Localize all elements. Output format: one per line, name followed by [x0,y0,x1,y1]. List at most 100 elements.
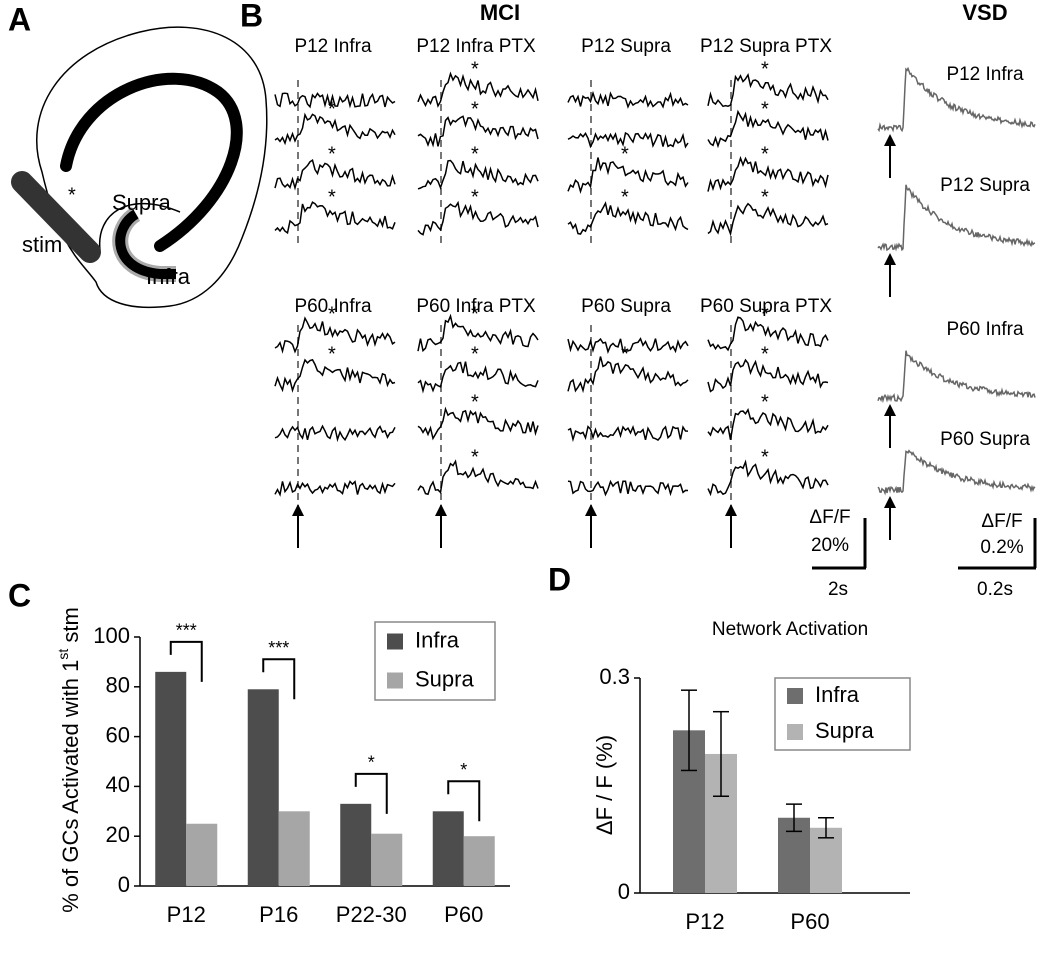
legend-label: Infra [415,627,460,652]
legend-swatch [787,688,803,704]
scale-label: 0.2s [977,579,1013,600]
y-axis-label: ΔF / F (%) [592,735,617,835]
chart-title: Network Activation [712,619,868,640]
y-axis-label-text: ΔF / F (%) [592,735,617,835]
trace-title: P60 Supra PTX [700,296,832,317]
trace [274,358,396,393]
trace [707,202,829,237]
legend-label: Supra [815,718,874,743]
trace [567,157,689,194]
trace [707,155,829,192]
legend-swatch [787,724,803,740]
y-tick-label: 60 [106,722,130,747]
panel-label: B [240,0,263,33]
trace [707,109,829,149]
trace [274,92,396,109]
asterisk: * [471,58,479,80]
trace [567,337,689,355]
mci-title: MCI [480,0,520,25]
trace [567,201,689,235]
trace [567,90,689,109]
trace [567,131,689,149]
infra-label: Infra [146,264,191,289]
bar [278,811,310,886]
arrow-head [725,504,737,516]
y-tick-label: 0.3 [599,664,630,689]
error-bar [681,689,697,772]
y-tick-label: 0 [118,872,130,897]
arrow-head [435,504,447,516]
vsd-title: VSD [962,0,1007,25]
trace-title: P12 Supra [581,36,671,57]
trace [707,407,829,440]
significance-label: *** [176,621,197,641]
legend: Infra Supra [774,677,911,751]
asterisk: * [471,186,479,208]
asterisk: * [328,186,336,208]
trace-title: P12 Supra PTX [700,36,832,57]
bar [432,811,464,886]
x-tick-label: P12 [167,902,206,927]
asterisk: * [471,143,479,165]
y-tick-label: 80 [106,673,130,698]
trace-title: P12 Supra [940,175,1030,196]
x-tick-label: P60 [444,902,483,927]
y-axis-label: % of GCs Activated with 1st stm [55,607,83,913]
trace [417,159,539,190]
panel-label: C [8,577,31,613]
trace-title: P60 Supra [581,296,671,317]
trace [274,159,396,191]
scale-label: 2s [828,579,848,600]
legend-swatch [387,672,403,689]
significance-bracket [447,780,481,822]
asterisk: * [761,391,769,413]
trace [417,459,539,496]
arrow-head [292,504,304,516]
asterisk: * [621,186,629,208]
trace [417,361,539,394]
asterisk: * [761,343,769,365]
trace-title: P60 Infra PTX [416,296,536,317]
asterisk: * [761,186,769,208]
asterisk: * [621,143,629,165]
trace-title: P60 Infra [946,319,1024,340]
arrow-head [585,504,597,516]
significance-bracket [354,772,388,814]
trace [567,356,689,394]
trace [274,480,396,497]
bar [340,803,372,886]
legend-swatch [387,633,403,650]
y-tick-label: 40 [106,772,130,797]
bar [186,823,218,886]
arrow-head [884,404,896,416]
bar [155,671,187,886]
asterisk: * [471,303,479,325]
trace-title: P12 Infra [294,36,372,57]
stim-label: stim [22,232,62,257]
trace [707,459,829,497]
supra-label: Supra [112,190,171,215]
panel-label: A [8,1,31,37]
trace [707,316,829,352]
asterisk: * [761,143,769,165]
trace-title: P60 Infra [294,296,372,317]
chart-d: D Network Activation ΔF / F (%) 0 0.3 P12 P60 I… [548,561,911,934]
vsd-trace [877,66,1036,133]
dentate-outline [98,202,181,251]
significance-bracket [262,658,296,700]
asterisk: * [471,343,479,365]
x-tick-label: P16 [259,902,298,927]
chart-c: C % of GCs Activated with 1st stm * 0 20 40 60… [8,184,510,927]
y-axis-label-note: * [68,184,76,206]
stim-electrode [11,171,101,263]
trace [274,424,396,443]
x-tick-label: P12 [685,909,724,934]
trace [274,316,396,354]
vsd-trace [877,184,1036,252]
asterisk: * [761,303,769,325]
x-tick-label: P60 [790,909,829,934]
trace [567,424,689,443]
scale-label: ΔF/F [809,507,850,528]
significance-label: * [460,760,467,780]
